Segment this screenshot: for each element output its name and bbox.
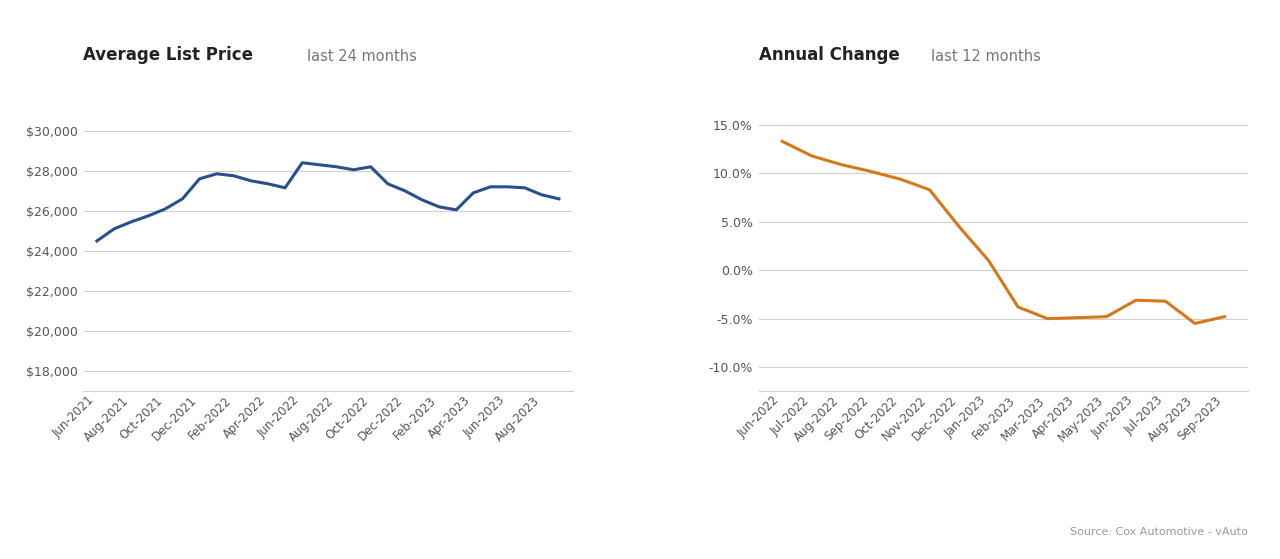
Text: Annual Change: Annual Change [759, 46, 900, 64]
Text: last 24 months: last 24 months [307, 49, 417, 64]
Text: last 12 months: last 12 months [932, 49, 1041, 64]
Text: Source: Cox Automotive - vAuto: Source: Cox Automotive - vAuto [1070, 527, 1248, 537]
Text: Average List Price: Average List Price [83, 46, 253, 64]
